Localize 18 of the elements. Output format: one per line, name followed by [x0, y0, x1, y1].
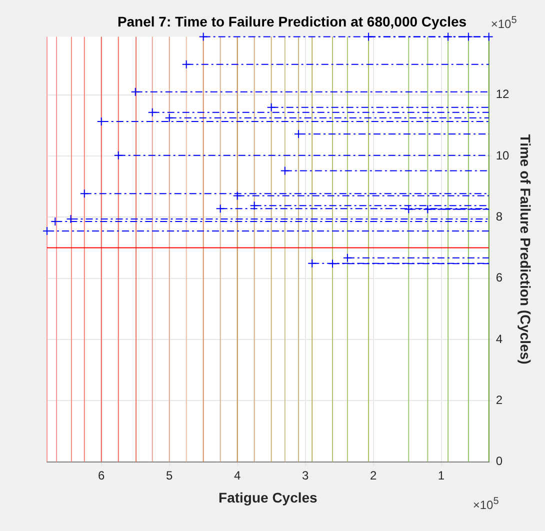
text: ×10$^{5}$ — [472, 496, 499, 512]
x-tick-label: 6 — [98, 468, 106, 482]
x-tick-label: 3 — [302, 468, 309, 482]
x-tick-label: 2 — [370, 468, 377, 482]
y-tick-label: 12 — [496, 87, 510, 102]
x-tick-label: 5 — [166, 468, 174, 482]
x-tick-label: 4 — [234, 468, 241, 482]
text: ×10$^{5}$ — [490, 14, 517, 31]
y-tick-label: 6 — [496, 270, 503, 285]
y-axis-title: Time of Failure Prediction (Cycles) — [518, 134, 534, 364]
x-axis-title: Fatigue Cycles — [218, 489, 318, 506]
y-tick-label: 10 — [496, 148, 510, 162]
y-tick-label: 2 — [496, 392, 503, 407]
chart-title: Panel 7: Time to Failure Prediction at 680,000 Cycles — [117, 13, 467, 30]
y-tick-label: 0 — [496, 454, 503, 468]
y-tick-label: 8 — [496, 210, 503, 224]
y-tick-label: 4 — [496, 332, 503, 346]
x-tick-label: 1 — [438, 468, 445, 482]
